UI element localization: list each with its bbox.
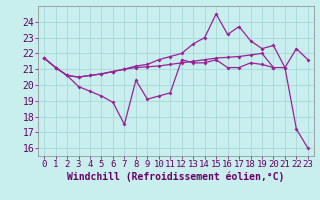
X-axis label: Windchill (Refroidissement éolien,°C): Windchill (Refroidissement éolien,°C) [67, 172, 285, 182]
